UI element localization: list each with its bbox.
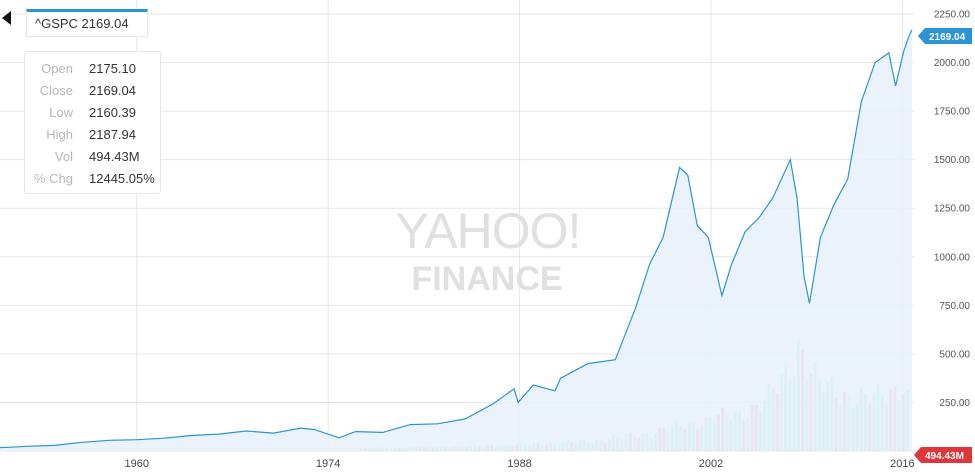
- price-area: [0, 29, 912, 451]
- current-price-text: 2169.04: [929, 32, 966, 43]
- back-arrow-icon[interactable]: [2, 11, 11, 25]
- stat-row-change: % Chg 12445.05%: [25, 168, 160, 190]
- y-tick-label: 2250.00: [934, 10, 971, 21]
- y-tick-label: 500.00: [939, 349, 970, 360]
- stat-label: % Chg: [33, 171, 73, 186]
- stat-row-open: Open 2175.10: [25, 58, 160, 80]
- x-tick-label: 1960: [124, 458, 148, 470]
- y-tick-label: 2000.00: [934, 58, 971, 69]
- y-tick-label: 750.00: [939, 301, 970, 312]
- stat-value: 12445.05%: [89, 171, 155, 186]
- stat-value: 2175.10: [89, 61, 136, 76]
- stat-row-volume: Vol 494.43M: [25, 146, 160, 168]
- stat-label: Vol: [54, 149, 73, 164]
- stat-row-close: Close 2169.04: [25, 80, 160, 102]
- stat-label: Open: [41, 61, 73, 76]
- y-tick-label: 1500.00: [934, 155, 971, 166]
- x-tick-label: 1974: [316, 458, 340, 470]
- current-price-badge: 2169.04: [918, 28, 972, 44]
- price-line[interactable]: [0, 29, 913, 449]
- y-tick-label: 1250.00: [934, 204, 971, 215]
- stat-row-low: Low 2160.39: [25, 102, 160, 124]
- watermark-line1: YAHOO!: [396, 203, 581, 259]
- stat-value: 2160.39: [89, 105, 136, 120]
- current-volume-text: 494.43M: [925, 451, 964, 462]
- stat-label: Close: [39, 83, 73, 98]
- stat-row-high: High 2187.94: [25, 124, 160, 146]
- x-axis-labels: 1960 1974 1988 2002 2016: [124, 458, 914, 470]
- ticker-label: ^GSPC 2169.04: [26, 9, 148, 37]
- stat-value: 2187.94: [89, 127, 136, 142]
- x-tick-label: 2002: [699, 458, 723, 470]
- y-tick-label: 250.00: [939, 398, 970, 409]
- stat-label: High: [46, 127, 73, 142]
- y-axis-labels: 0.00250.00500.00750.001000.001250.001500…: [934, 10, 971, 458]
- stat-label: Low: [49, 105, 73, 120]
- x-tick-label: 2016: [890, 458, 914, 470]
- ohlc-stats-panel: Open 2175.10 Close 2169.04 Low 2160.39 H…: [24, 51, 161, 194]
- y-tick-label: 1750.00: [934, 107, 971, 118]
- yahoo-finance-watermark: YAHOO! FINANCE: [396, 203, 582, 298]
- watermark-line2: FINANCE: [411, 260, 562, 298]
- y-tick-label: 1000.00: [934, 252, 971, 263]
- stat-value: 2169.04: [89, 83, 136, 98]
- stat-value: 494.43M: [89, 149, 140, 164]
- current-volume-badge: 494.43M: [914, 447, 972, 463]
- x-tick-label: 1988: [507, 458, 531, 470]
